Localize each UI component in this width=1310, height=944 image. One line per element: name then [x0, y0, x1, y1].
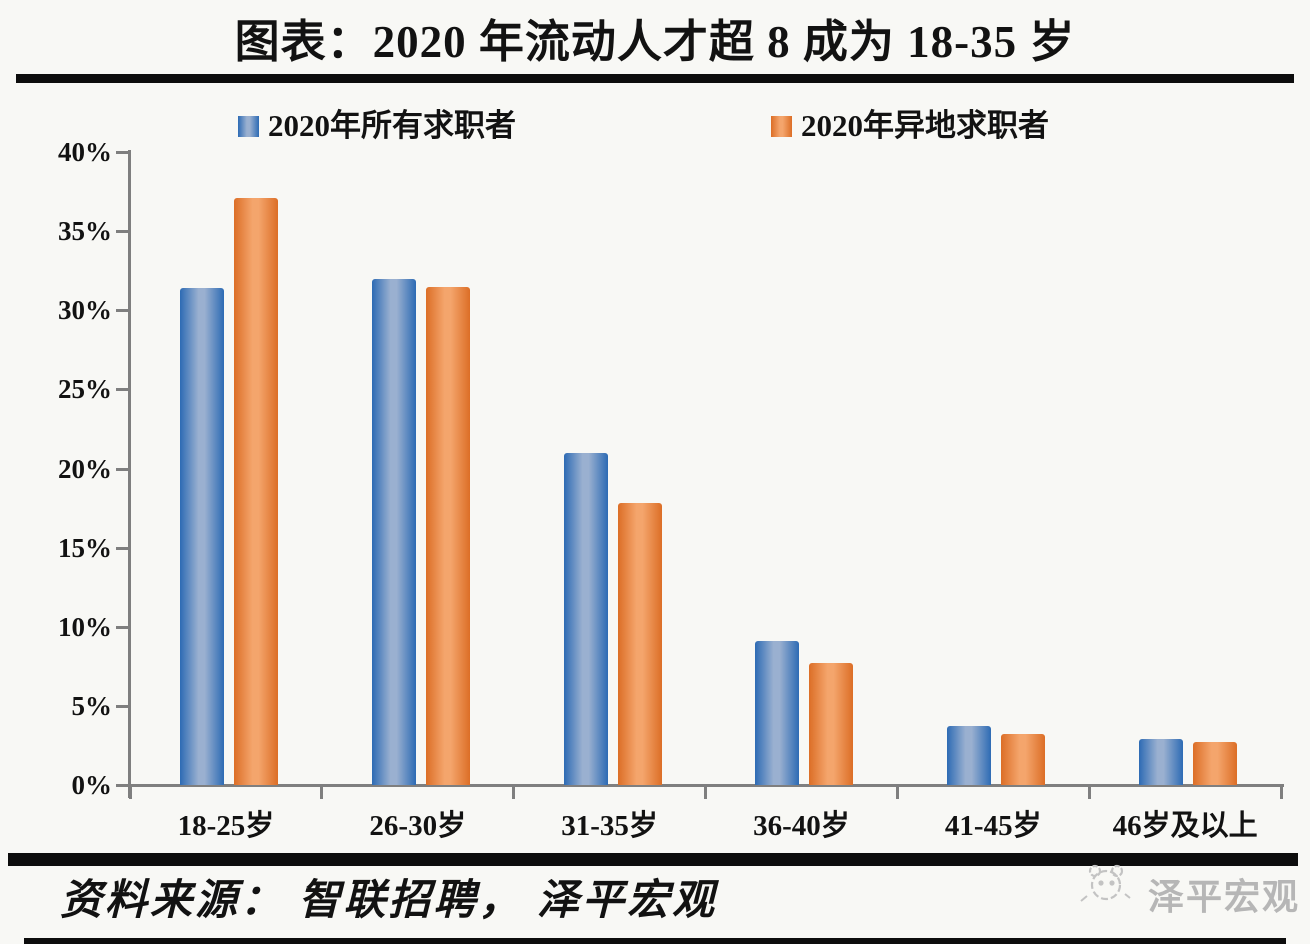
x-axis-tick [704, 787, 707, 799]
bar-all-26-30岁 [371, 278, 416, 785]
y-axis-tick [116, 546, 128, 550]
legend-label-all: 2020年所有求职者 [268, 108, 516, 143]
y-axis-tick [116, 388, 128, 392]
x-axis-tick [320, 787, 324, 799]
y-axis-label: 10% [58, 611, 112, 642]
source-note: 资料来源： 智联招聘， 泽平宏观 [60, 878, 718, 924]
y-axis-tick [116, 230, 128, 234]
y-axis-line [128, 150, 131, 798]
y-axis-label: 25% [58, 374, 112, 405]
y-axis-tick [116, 704, 128, 708]
y-axis-tick [116, 309, 128, 313]
x-axis-line [128, 784, 1284, 787]
legend-item-all-jobseekers: 2020年所有求职者 [238, 109, 516, 143]
bar-remote-18-25岁 [233, 197, 278, 785]
y-axis-tick [116, 467, 128, 471]
x-axis-label: 41-45岁 [944, 810, 1042, 842]
y-axis-label: 5% [71, 690, 113, 721]
y-axis-label: 15% [58, 532, 112, 563]
bar-remote-41-45岁 [1001, 734, 1046, 785]
x-axis-label: 26-30岁 [369, 810, 467, 842]
bottom-edge-rule [24, 938, 1286, 944]
footer-divider-rule [8, 853, 1298, 866]
x-axis-label: 46岁及以上 [1112, 810, 1258, 842]
bar-remote-31-35岁 [617, 503, 662, 785]
legend-item-remote-jobseekers: 2020年异地求职者 [771, 109, 1049, 143]
y-axis-tick [116, 151, 128, 154]
bar-all-18-25岁 [179, 288, 224, 785]
watermark-brand-text: 泽平宏观 [1148, 877, 1301, 917]
bar-remote-36-40岁 [809, 663, 854, 785]
title-divider-rule [16, 74, 1294, 83]
bar-remote-46岁及以上 [1193, 742, 1238, 785]
x-axis-label: 18-25岁 [177, 810, 275, 842]
bar-all-31-35岁 [563, 452, 608, 785]
x-axis-tick [1279, 787, 1283, 799]
x-axis-tick [895, 787, 899, 799]
bar-all-46岁及以上 [1139, 739, 1184, 785]
y-axis-label: 20% [58, 453, 112, 484]
bar-remote-26-30岁 [425, 286, 470, 785]
panda-logo-icon [1080, 864, 1131, 902]
legend-swatch-remote-icon [771, 115, 792, 137]
bar-all-36-40岁 [755, 640, 800, 785]
bar-all-41-45岁 [947, 726, 992, 785]
x-axis-tick [512, 787, 516, 799]
chart-title: 图表：2020 年流动人才超 8 成为 18-35 岁 [234, 17, 1076, 67]
x-axis-label: 36-40岁 [753, 810, 850, 842]
y-axis-tick [116, 625, 128, 629]
y-axis-label: 0% [71, 770, 113, 800]
y-axis-tick [116, 784, 128, 787]
x-axis-tick [1087, 787, 1091, 799]
legend-label-remote: 2020年异地求职者 [801, 108, 1049, 143]
y-axis-label: 40% [58, 137, 112, 167]
y-axis-label: 35% [58, 216, 112, 247]
legend-swatch-all-icon [238, 115, 259, 137]
y-axis-label: 30% [58, 295, 112, 326]
x-axis-label: 31-35岁 [561, 810, 658, 842]
x-axis-tick [128, 787, 132, 799]
